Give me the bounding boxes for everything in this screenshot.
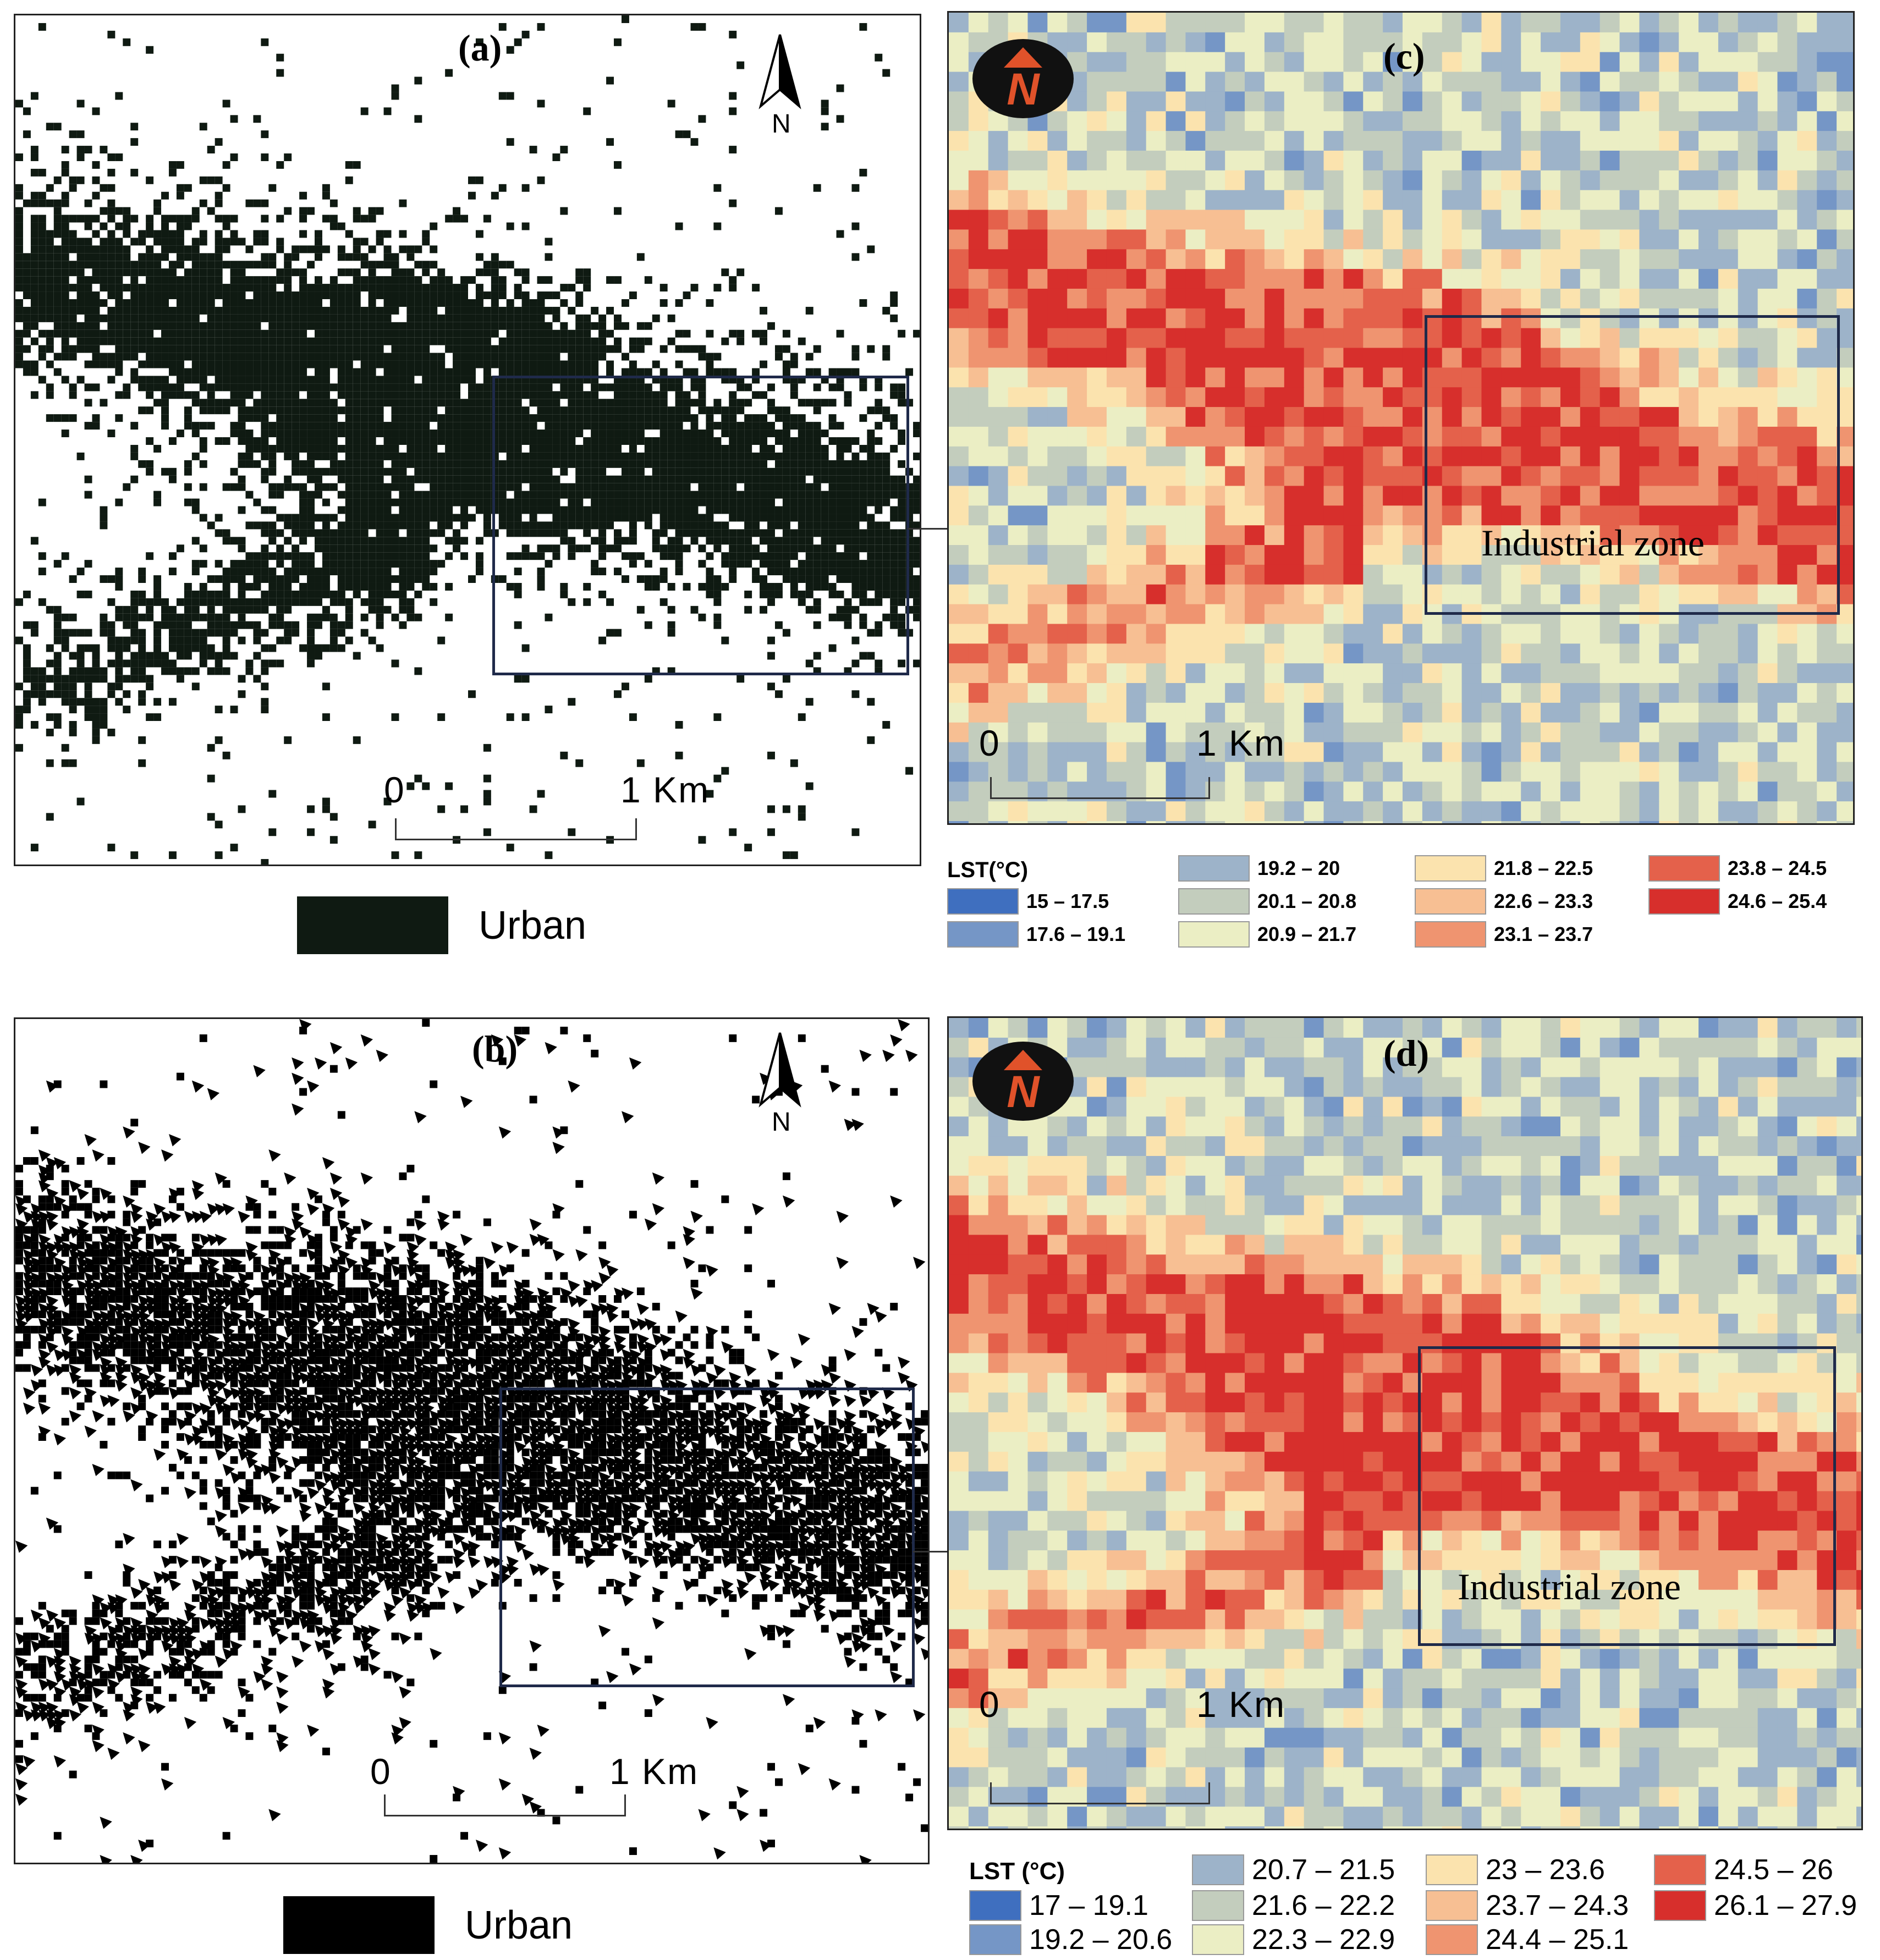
industrial-zone-box-a	[492, 376, 909, 675]
north-letter-c: N	[1007, 64, 1040, 114]
legend-item: 23.1 – 23.7	[1415, 921, 1593, 948]
scale-end-d: 1 Km	[1196, 1684, 1286, 1725]
legend-item: 21.8 – 22.5	[1415, 855, 1593, 882]
urban-label-top: Urban	[479, 903, 587, 948]
urban-legend-top: Urban	[297, 896, 586, 954]
legend-item: 22.3 – 22.9	[1192, 1923, 1395, 1956]
legend-item: 17.6 – 19.1	[947, 921, 1125, 948]
scale-end-b: 1 Km	[609, 1751, 699, 1792]
north-arrow-icon	[750, 29, 810, 139]
industrial-zone-box-b	[499, 1388, 915, 1687]
urban-swatch-top	[297, 896, 448, 954]
urban-map-b: (b) N 0 1 Km	[14, 1017, 930, 1864]
legend-item: 24.4 – 25.1	[1426, 1923, 1629, 1956]
north-letter-d: N	[1007, 1067, 1040, 1117]
legend-item: 21.6 – 22.2	[1192, 1889, 1395, 1922]
industrial-zone-label-c: Industrial zone	[1481, 522, 1705, 564]
urban-raster-b	[15, 1019, 928, 1863]
legend-item: 17 – 19.1	[969, 1889, 1148, 1922]
legend-item: 22.6 – 23.3	[1415, 888, 1593, 915]
panel-label-a: (a)	[458, 27, 502, 69]
scale-start-d: 0	[979, 1684, 1001, 1725]
scale-end-c: 1 Km	[1196, 723, 1286, 763]
north-badge-icon: N	[971, 1040, 1075, 1122]
urban-swatch-bottom	[283, 1896, 435, 1954]
industrial-zone-box-d	[1418, 1346, 1836, 1646]
scale-bar-d	[990, 1782, 1210, 1804]
lst-map-c: N (c) Industrial zone 0 1 Km	[947, 11, 1855, 825]
panel-label-b: (b)	[472, 1028, 518, 1070]
scale-start-a: 0	[384, 769, 405, 810]
panel-label-c: (c)	[1383, 35, 1425, 77]
scale-bar-c	[990, 777, 1210, 799]
legend-item: 20.1 – 20.8	[1178, 888, 1356, 915]
north-label-a: N	[772, 109, 791, 139]
scale-start-b: 0	[370, 1751, 392, 1792]
scale-bar-a	[395, 818, 637, 840]
urban-label-bottom: Urban	[465, 1903, 573, 1947]
legend-item: 19.2 – 20	[1178, 855, 1340, 882]
urban-map-a: (a) N 0 1 Km	[14, 14, 921, 866]
legend-item: 23 – 23.6	[1426, 1853, 1605, 1886]
legend-item: 24.6 – 25.4	[1648, 888, 1827, 915]
scale-bar-b	[384, 1794, 626, 1816]
legend-title-d: LST (°C)	[969, 1858, 1065, 1885]
legend-item: 23.7 – 24.3	[1426, 1889, 1629, 1922]
legend-item: 20.7 – 21.5	[1192, 1853, 1395, 1886]
urban-legend-bottom: Urban	[283, 1896, 573, 1954]
industrial-zone-label-d: Industrial zone	[1458, 1566, 1681, 1607]
industrial-zone-box-c	[1425, 315, 1840, 615]
lst-legend-c: LST(°C) 15 – 17.5 17.6 – 19.1 19.2 – 20 …	[947, 850, 1871, 971]
scale-end-a: 1 Km	[620, 769, 710, 810]
panel-label-d: (d)	[1383, 1032, 1430, 1074]
lst-legend-d: LST (°C) 17 – 19.1 19.2 – 20.6 20.7 – 21…	[947, 1848, 1877, 1958]
north-badge-icon: N	[971, 37, 1075, 120]
legend-item: 26.1 – 27.9	[1654, 1889, 1857, 1922]
north-arrow-icon	[750, 1027, 810, 1137]
legend-title-c: LST(°C)	[947, 858, 1029, 882]
legend-item: 24.5 – 26	[1654, 1853, 1833, 1886]
north-label-b: N	[772, 1108, 791, 1137]
lst-map-d: N (d) Industrial zone 0 1 Km	[947, 1016, 1863, 1830]
legend-item: 19.2 – 20.6	[969, 1923, 1172, 1956]
legend-item: 20.9 – 21.7	[1178, 921, 1356, 948]
scale-start-c: 0	[979, 723, 1001, 763]
legend-item: 23.8 – 24.5	[1648, 855, 1827, 882]
urban-raster-a	[15, 15, 920, 865]
legend-item: 15 – 17.5	[947, 888, 1109, 915]
lst-raster-c	[949, 13, 1853, 823]
lst-raster-d	[949, 1018, 1861, 1829]
